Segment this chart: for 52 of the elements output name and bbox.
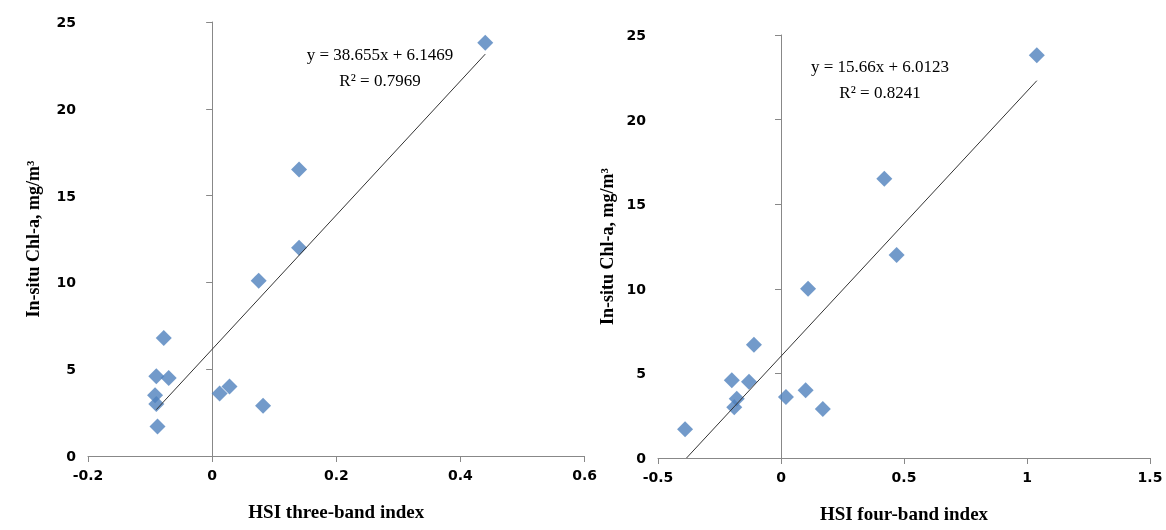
point [723,372,740,389]
point [291,161,308,178]
x-tick-label: -0.5 [642,469,674,485]
y-tick-label: 0 [636,450,647,466]
point [149,418,166,435]
y-tick-label: 25 [56,14,76,30]
point [777,389,794,406]
x-tick-label: 1.5 [1137,469,1163,485]
point [211,385,228,402]
point [741,373,758,390]
point [797,382,814,399]
y-tick-label: 20 [56,100,77,117]
point [800,280,817,297]
y-tick-label: 15 [626,196,646,213]
y-tick-label: 5 [636,365,646,382]
x-axis-title: HSI three-band index [248,501,425,522]
y-tick-label: 10 [56,274,77,291]
y-tick-label: 5 [66,361,76,378]
point [888,246,905,263]
y-axis-title: In-situ Chl-a, mg/m³ [596,167,617,325]
x-tick-label: 0 [776,469,787,485]
x-tick-label: 0.5 [891,469,917,485]
x-tick-label: 0.6 [572,467,598,483]
annotation: R² = 0.7969 [339,71,421,90]
x-tick-label: 0 [207,467,218,483]
point [814,400,831,417]
point [255,397,272,414]
annotation: R² = 0.8241 [839,83,921,102]
point [477,34,494,51]
point [876,170,893,187]
point [148,368,165,385]
y-tick-label: 10 [626,280,647,297]
y-axis-title: In-situ Chl-a, mg/m³ [23,159,43,318]
y-tick-label: 15 [56,187,76,204]
point [160,369,177,386]
y-tick-label: 20 [626,111,647,128]
x-axis-title: HSI four-band index [819,503,989,524]
y-tick-label: 0 [66,448,77,464]
y-tick-label: 25 [626,27,646,43]
annotation: y = 38.655x + 6.1469 [306,45,454,64]
point [677,421,694,438]
x-tick-label: 1 [1022,469,1032,485]
point [155,329,172,346]
point [221,378,238,395]
x-tick-label: 0.2 [323,467,349,483]
point [745,336,762,353]
x-tick-label: 0.4 [448,467,474,483]
x-tick-label: -0.2 [72,467,104,483]
point [1028,47,1045,64]
point [250,272,267,289]
point [291,239,308,256]
annotation: y = 15.66x + 6.0123 [810,57,950,76]
